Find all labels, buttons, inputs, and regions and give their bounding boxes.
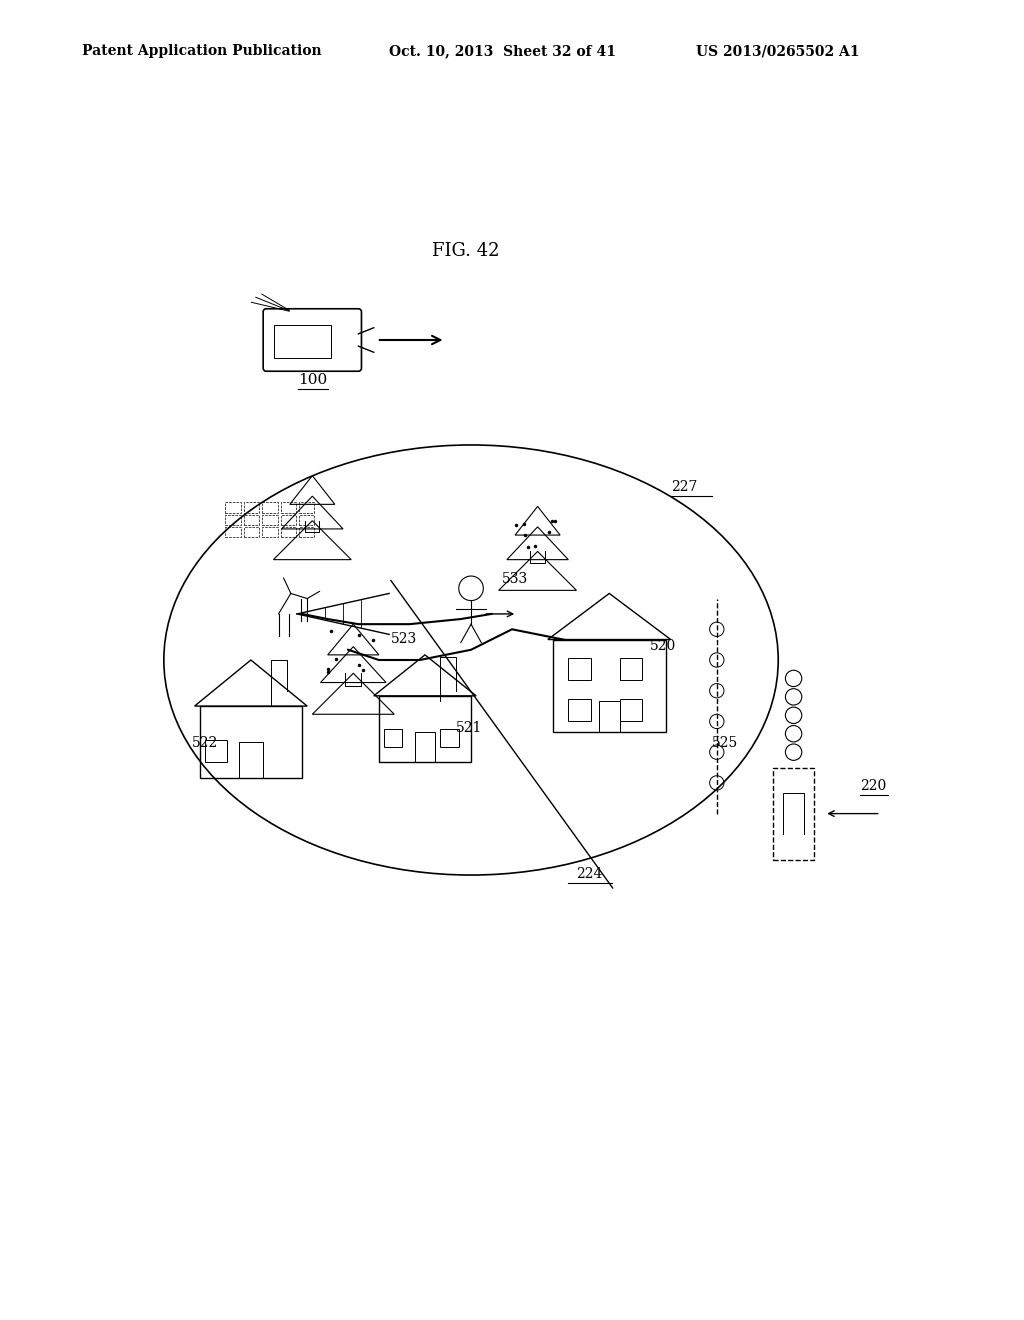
Bar <box>244 515 259 525</box>
Text: 525: 525 <box>712 737 738 750</box>
Bar <box>553 639 666 731</box>
Bar <box>262 527 278 537</box>
Bar <box>299 503 314 512</box>
Bar <box>200 706 302 777</box>
Bar <box>299 527 314 537</box>
Bar <box>440 729 459 747</box>
Bar <box>281 515 296 525</box>
Bar <box>274 325 331 358</box>
Text: Oct. 10, 2013  Sheet 32 of 41: Oct. 10, 2013 Sheet 32 of 41 <box>389 45 616 58</box>
Text: 521: 521 <box>456 721 482 735</box>
Text: Patent Application Publication: Patent Application Publication <box>82 45 322 58</box>
Text: 522: 522 <box>191 737 218 750</box>
Bar <box>262 503 278 512</box>
Text: US 2013/0265502 A1: US 2013/0265502 A1 <box>696 45 860 58</box>
Bar <box>244 527 259 537</box>
Bar <box>225 503 241 512</box>
Bar <box>244 503 259 512</box>
Bar <box>568 657 591 681</box>
Text: 533: 533 <box>502 572 528 586</box>
Text: 520: 520 <box>650 639 677 653</box>
Bar <box>620 698 642 722</box>
Bar <box>205 741 227 763</box>
Bar <box>620 657 642 681</box>
Bar <box>225 527 241 537</box>
Bar <box>281 527 296 537</box>
Bar <box>384 729 402 747</box>
Bar <box>379 696 471 763</box>
Text: 227: 227 <box>671 480 697 494</box>
Text: FIG. 42: FIG. 42 <box>432 242 500 260</box>
Text: 523: 523 <box>391 631 418 645</box>
Text: 220: 220 <box>860 779 887 793</box>
Bar <box>262 515 278 525</box>
Bar <box>299 515 314 525</box>
Bar <box>568 698 591 722</box>
Bar <box>225 515 241 525</box>
Text: 100: 100 <box>298 372 327 387</box>
Text: 224: 224 <box>575 867 602 882</box>
Bar <box>281 503 296 512</box>
Bar <box>773 767 814 859</box>
